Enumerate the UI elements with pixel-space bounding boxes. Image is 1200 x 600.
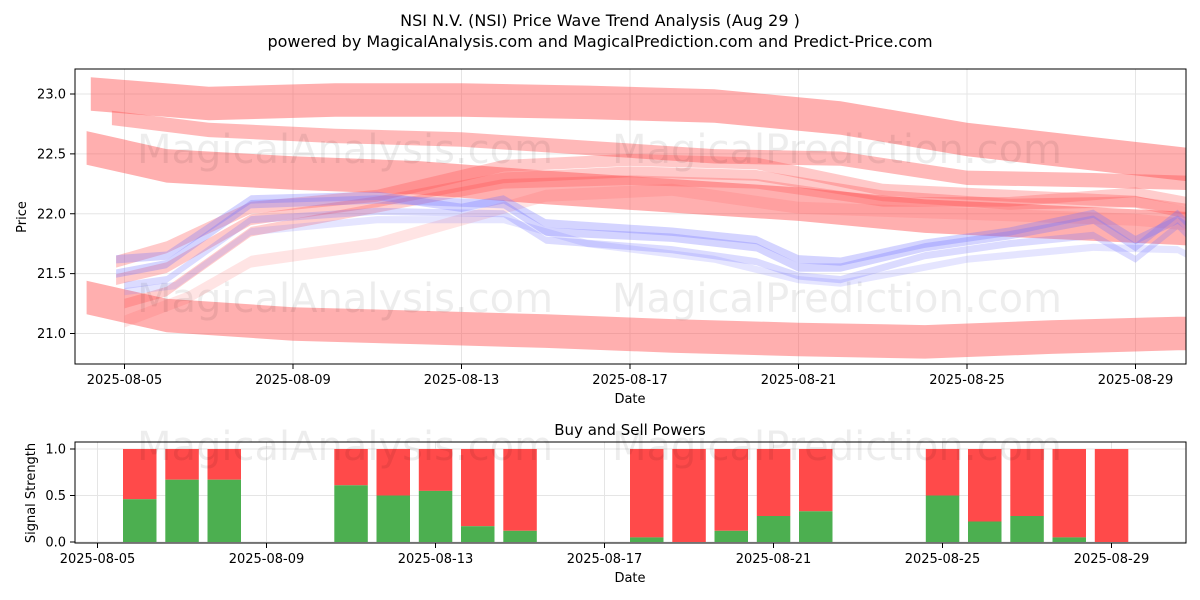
price-wave-band — [90, 77, 1186, 182]
sell-power-bar — [756, 449, 791, 516]
sell-power-bar — [1052, 449, 1086, 538]
signal-panel: Buy and Sell Powers MagicalAnalysis.com … — [24, 421, 1187, 586]
signal-x-tick-label: 2025-08-21 — [736, 552, 812, 567]
buy-power-bar — [714, 530, 748, 542]
price-wave-band — [116, 166, 1186, 285]
buy-power-bar — [925, 495, 960, 542]
price-y-tick-label: 22.0 — [37, 207, 66, 222]
buy-power-bar — [376, 495, 410, 542]
price-panel: MagicalAnalysis.com MagicalPrediction.co… — [15, 68, 1187, 407]
price-wave-band — [124, 175, 1186, 309]
price-x-tick-label: 2025-08-29 — [1098, 373, 1174, 388]
price-wave-band — [116, 191, 1186, 266]
signal-title: Buy and Sell Powers — [554, 421, 706, 439]
sell-power-bar — [672, 449, 706, 542]
sell-power-bar — [503, 449, 537, 531]
watermark-analysis-top: MagicalAnalysis.com — [137, 127, 553, 173]
signal-x-tick-label: 2025-08-09 — [229, 552, 305, 567]
price-y-tick-label: 22.5 — [37, 147, 66, 162]
watermark-prediction-top: MagicalPrediction.com — [612, 127, 1062, 173]
buy-power-bar — [968, 521, 1002, 542]
price-y-ticks: 21.0 21.5 22.0 22.5 23.0 — [37, 88, 75, 342]
signal-x-tick-label: 2025-08-13 — [398, 552, 474, 567]
sell-power-bar — [461, 449, 495, 527]
price-x-tick-label: 2025-08-21 — [761, 373, 837, 388]
price-x-ticks: 2025-08-05 2025-08-09 2025-08-13 2025-08-17… — [87, 364, 1174, 388]
price-x-tick-label: 2025-08-17 — [592, 373, 668, 388]
price-x-tick-label: 2025-08-05 — [87, 373, 163, 388]
price-wave-band — [111, 110, 1186, 191]
watermark-analysis-bottom: MagicalAnalysis.com — [137, 424, 553, 470]
buy-power-bar — [165, 479, 199, 542]
sell-power-bar — [165, 449, 199, 480]
sell-power-bar — [1010, 449, 1044, 516]
price-x-tick-label: 2025-08-09 — [255, 373, 331, 388]
price-x-tick-label: 2025-08-25 — [929, 373, 1005, 388]
watermark-prediction-bottom: MagicalPrediction.com — [612, 424, 1062, 470]
price-x-tick-label: 2025-08-13 — [424, 373, 500, 388]
buy-power-bar — [756, 516, 791, 542]
price-y-tick-label: 21.5 — [37, 267, 66, 282]
sell-power-bar — [376, 449, 410, 496]
signal-x-tick-label: 2025-08-29 — [1074, 552, 1150, 567]
buy-power-bar — [334, 485, 368, 542]
signal-x-tick-label: 2025-08-05 — [60, 552, 136, 567]
sell-power-bar — [968, 449, 1002, 522]
price-wave-band — [124, 207, 1186, 290]
price-y-axis-label: Price — [15, 201, 30, 233]
buy-power-bar — [1052, 537, 1086, 542]
sell-power-bar — [1094, 449, 1129, 542]
sell-power-bar — [799, 449, 833, 512]
buy-power-bar — [123, 499, 157, 542]
chart-title: NSI N.V. (NSI) Price Wave Trend Analysis… — [400, 11, 800, 30]
signal-y-axis-label: Signal Strength — [24, 443, 39, 543]
price-wave-band — [86, 280, 1186, 359]
signal-x-axis-label: Date — [614, 571, 645, 586]
signal-x-ticks: 2025-08-05 2025-08-09 2025-08-13 2025-08-17… — [60, 543, 1150, 567]
signal-plot-frame — [74, 441, 1187, 544]
price-wave-band — [86, 131, 1186, 246]
signal-y-tick-label: 1.0 — [45, 443, 66, 458]
price-wave-band — [124, 216, 1186, 296]
signal-x-tick-label: 2025-08-17 — [567, 552, 643, 567]
price-grid — [75, 69, 1186, 364]
signal-x-tick-label: 2025-08-25 — [905, 552, 981, 567]
price-y-tick-label: 21.0 — [37, 327, 66, 342]
signal-bars — [123, 449, 1129, 542]
signal-y-tick-label: 0.0 — [45, 536, 66, 551]
buy-power-bar — [1010, 516, 1044, 542]
price-wave-band — [116, 195, 1186, 278]
watermark-prediction-mid: MagicalPrediction.com — [612, 276, 1062, 322]
price-x-axis-label: Date — [614, 392, 645, 407]
price-y-tick-label: 23.0 — [37, 88, 66, 103]
sell-power-bar — [630, 449, 664, 538]
signal-y-tick-label: 0.5 — [45, 489, 66, 504]
buy-power-bar — [630, 537, 664, 542]
buy-power-bar — [503, 530, 537, 542]
sell-power-bar — [207, 449, 241, 480]
watermark-analysis-mid: MagicalAnalysis.com — [137, 276, 553, 322]
sell-power-bar — [925, 449, 960, 496]
signal-y-ticks: 0.0 0.5 1.0 — [45, 443, 75, 551]
chart-subtitle: powered by MagicalAnalysis.com and Magic… — [267, 32, 932, 51]
buy-power-bar — [418, 490, 453, 542]
buy-power-bar — [799, 511, 833, 542]
buy-power-bar — [207, 479, 241, 542]
price-waves — [86, 77, 1186, 359]
sell-power-bar — [334, 449, 368, 486]
buy-power-bar — [461, 526, 495, 542]
sell-power-bar — [714, 449, 748, 531]
sell-power-bar — [123, 449, 157, 500]
sell-power-bar — [418, 449, 453, 491]
